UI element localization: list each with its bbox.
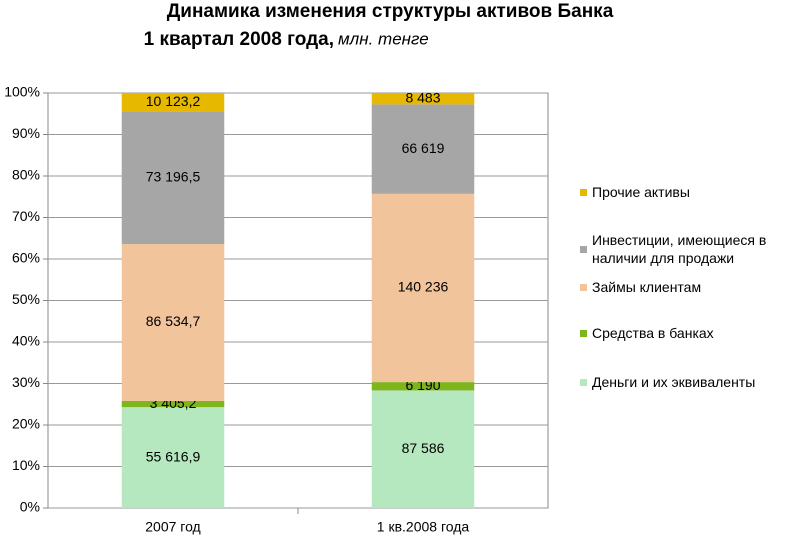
legend-swatch: [580, 189, 587, 196]
legend-label: Инвестиции, имеющиеся в наличии для прод…: [592, 232, 767, 266]
bar-segment: [371, 93, 475, 105]
data-label: 140 236: [398, 279, 449, 295]
y-tick-label: 30%: [12, 374, 40, 390]
y-tick-label: 10%: [12, 457, 40, 473]
y-tick-label: 50%: [12, 291, 40, 307]
y-tick-label: 60%: [12, 250, 40, 266]
bar-segment: [371, 104, 475, 194]
x-tick-label: 1 кв.2008 года: [377, 519, 470, 535]
data-label: 8 483: [405, 89, 440, 105]
legend-label: Деньги и их эквиваленты: [592, 374, 756, 390]
legend-label: Займы клиентам: [592, 279, 702, 295]
bar-segment: [121, 111, 225, 245]
legend-swatch: [580, 379, 587, 386]
unit-label: млн. тенге: [338, 29, 429, 48]
legend-swatch: [580, 330, 587, 337]
y-tick-label: 20%: [12, 416, 40, 432]
y-tick-label: 90%: [12, 125, 40, 141]
data-label: 73 196,5: [146, 168, 201, 184]
bar-segment: [121, 400, 225, 408]
bar-segment: [121, 244, 225, 401]
chart-subtitle: 1 квартал 2008 года,: [144, 29, 334, 50]
data-label: 10 123,2: [146, 93, 201, 109]
y-tick-label: 70%: [12, 208, 40, 224]
bar-segment: [371, 390, 475, 508]
legend-label: Прочие активы: [592, 184, 690, 200]
y-tick-label: 80%: [12, 167, 40, 183]
bar-segment: [371, 193, 475, 383]
y-tick-label: 0%: [20, 499, 40, 515]
data-label: 87 586: [402, 440, 445, 456]
y-tick-label: 100%: [4, 84, 40, 100]
bar-segment: [371, 382, 475, 391]
data-label: 86 534,7: [146, 313, 201, 329]
legend-swatch: [580, 246, 587, 253]
data-label: 55 616,9: [146, 448, 201, 464]
legend-label: Средства в банках: [592, 325, 714, 341]
bar-segment: [121, 407, 225, 508]
data-label: 66 619: [402, 140, 445, 156]
chart-title: Динамика изменения структуры активов Бан…: [167, 1, 614, 22]
bar-segment: [121, 93, 225, 112]
y-tick-label: 40%: [12, 333, 40, 349]
legend-swatch: [580, 284, 587, 291]
x-tick-label: 2007 год: [145, 519, 200, 535]
